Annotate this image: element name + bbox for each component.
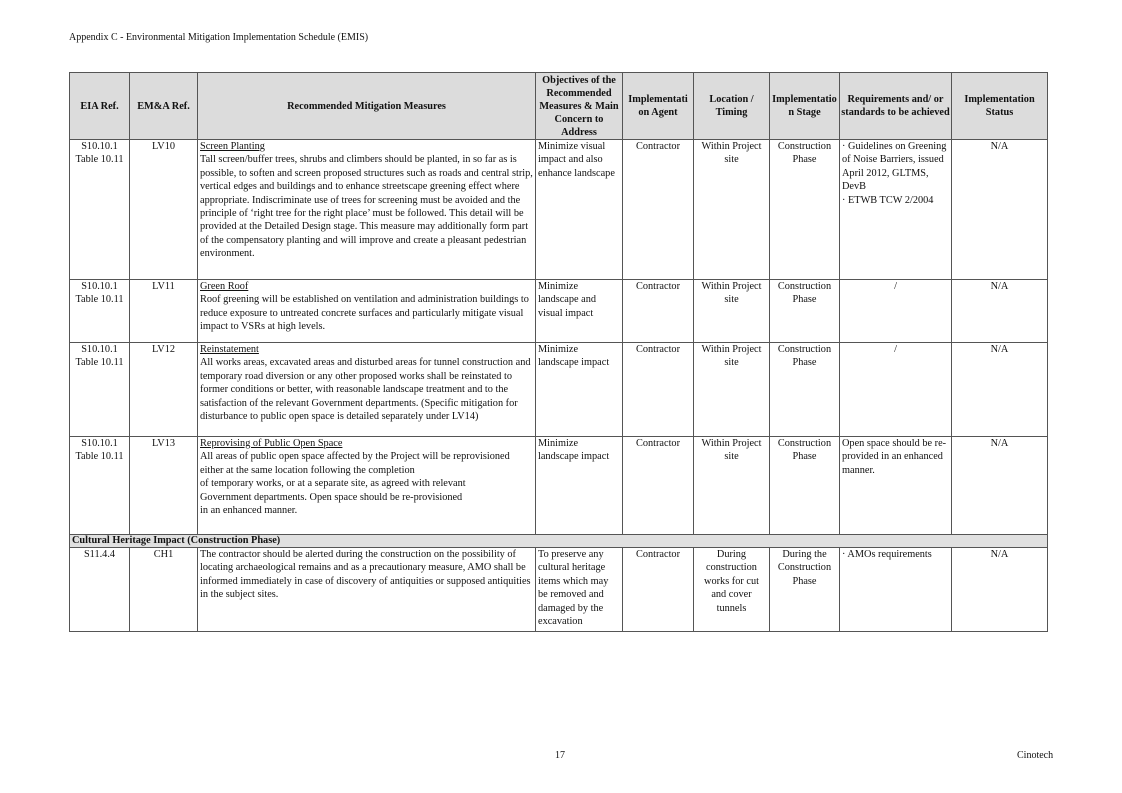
measure-text: All works areas, excavated areas and dis… <box>200 357 531 423</box>
stage: Construction Phase <box>769 342 840 437</box>
table-header: EIA Ref. EM&A Ref. Recommended Mitigatio… <box>69 72 1048 140</box>
location: Within Project site <box>693 342 770 437</box>
col-objectives: Objectives of the Recommended Measures &… <box>535 72 623 140</box>
location: Within Project site <box>693 279 770 343</box>
stage: Construction Phase <box>769 279 840 343</box>
eia-ref: S10.10.1 Table 10.11 <box>69 139 130 280</box>
objective: To preserve any cultural heritage items … <box>535 547 623 632</box>
section-row: Cultural Heritage Impact (Construction P… <box>69 534 1048 548</box>
ema-ref: LV11 <box>129 279 198 343</box>
col-measures: Recommended Mitigation Measures <box>197 72 536 140</box>
measure: Green Roof Roof greening will be establis… <box>197 279 536 343</box>
objective: Minimize landscape impact <box>535 436 623 535</box>
location: Within Project site <box>693 436 770 535</box>
eia-ref: S10.10.1 Table 10.11 <box>69 279 130 343</box>
col-eia-ref: EIA Ref. <box>69 72 130 140</box>
col-requirements: Requirements and/ or standards to be ach… <box>839 72 952 140</box>
measure-title: Reinstatement <box>200 344 259 355</box>
company-name: Cinotech <box>1017 750 1054 761</box>
location: During construction works for cut and co… <box>693 547 770 632</box>
eia-ref: S10.10.1 Table 10.11 <box>69 436 130 535</box>
requirements: · Guidelines on Greening of Noise Barrie… <box>839 139 952 280</box>
measure: Screen Planting Tall screen/buffer trees,… <box>197 139 536 280</box>
table-row: S11.4.4 CH1 The contractor should be ale… <box>69 547 1048 632</box>
table-row: S10.10.1 Table 10.11 LV12 Reinstatement A… <box>69 342 1048 437</box>
col-ema-ref: EM&A Ref. <box>129 72 198 140</box>
ema-ref: LV12 <box>129 342 198 437</box>
page-header: Appendix C - Environmental Mitigation Im… <box>69 32 369 43</box>
measure-title: Screen Planting <box>200 141 265 152</box>
eia-ref: S10.10.1 Table 10.11 <box>69 342 130 437</box>
emis-table: EIA Ref. EM&A Ref. Recommended Mitigatio… <box>69 72 1048 632</box>
table-row: S10.10.1 Table 10.11 LV11 Green Roof Roof… <box>69 279 1048 343</box>
requirements: · AMOs requirements <box>839 547 952 632</box>
requirements: Open space should be re-provided in an e… <box>839 436 952 535</box>
agent: Contractor <box>622 139 694 280</box>
status: N/A <box>951 279 1048 343</box>
measure-text: Roof greening will be established on ven… <box>200 294 529 333</box>
ema-ref: LV10 <box>129 139 198 280</box>
agent: Contractor <box>622 547 694 632</box>
section-title: Cultural Heritage Impact (Construction P… <box>69 534 1048 548</box>
status: N/A <box>951 436 1048 535</box>
status: N/A <box>951 547 1048 632</box>
stage: During the Construction Phase <box>769 547 840 632</box>
table-row: S10.10.1 Table 10.11 LV13 Reprovising of… <box>69 436 1048 535</box>
agent: Contractor <box>622 279 694 343</box>
measure-text: All areas of public open space affected … <box>200 451 510 517</box>
requirements: / <box>839 342 952 437</box>
agent: Contractor <box>622 342 694 437</box>
page-number: 17 <box>555 750 565 761</box>
eia-ref: S11.4.4 <box>69 547 130 632</box>
col-location: Location / Timing <box>693 72 770 140</box>
measure-text: Tall screen/buffer trees, shrubs and cli… <box>200 154 533 260</box>
measure-title: Green Roof <box>200 281 249 292</box>
objective: Minimize visual impact and also enhance … <box>535 139 623 280</box>
stage: Construction Phase <box>769 139 840 280</box>
location: Within Project site <box>693 139 770 280</box>
measure: Reinstatement All works areas, excavated … <box>197 342 536 437</box>
agent: Contractor <box>622 436 694 535</box>
col-status: Implementation Status <box>951 72 1048 140</box>
status: N/A <box>951 342 1048 437</box>
col-agent: Implementati on Agent <box>622 72 694 140</box>
table-row: S10.10.1 Table 10.11 LV10 Screen Plantin… <box>69 139 1048 280</box>
status: N/A <box>951 139 1048 280</box>
ema-ref: CH1 <box>129 547 198 632</box>
ema-ref: LV13 <box>129 436 198 535</box>
requirements: / <box>839 279 952 343</box>
objective: Minimize landscape and visual impact <box>535 279 623 343</box>
col-stage: Implementatio n Stage <box>769 72 840 140</box>
objective: Minimize landscape impact <box>535 342 623 437</box>
measure-title: Reprovising of Public Open Space <box>200 438 343 449</box>
stage: Construction Phase <box>769 436 840 535</box>
measure-text: The contractor should be alerted during … <box>197 547 536 632</box>
measure: Reprovising of Public Open Space All area… <box>197 436 536 535</box>
